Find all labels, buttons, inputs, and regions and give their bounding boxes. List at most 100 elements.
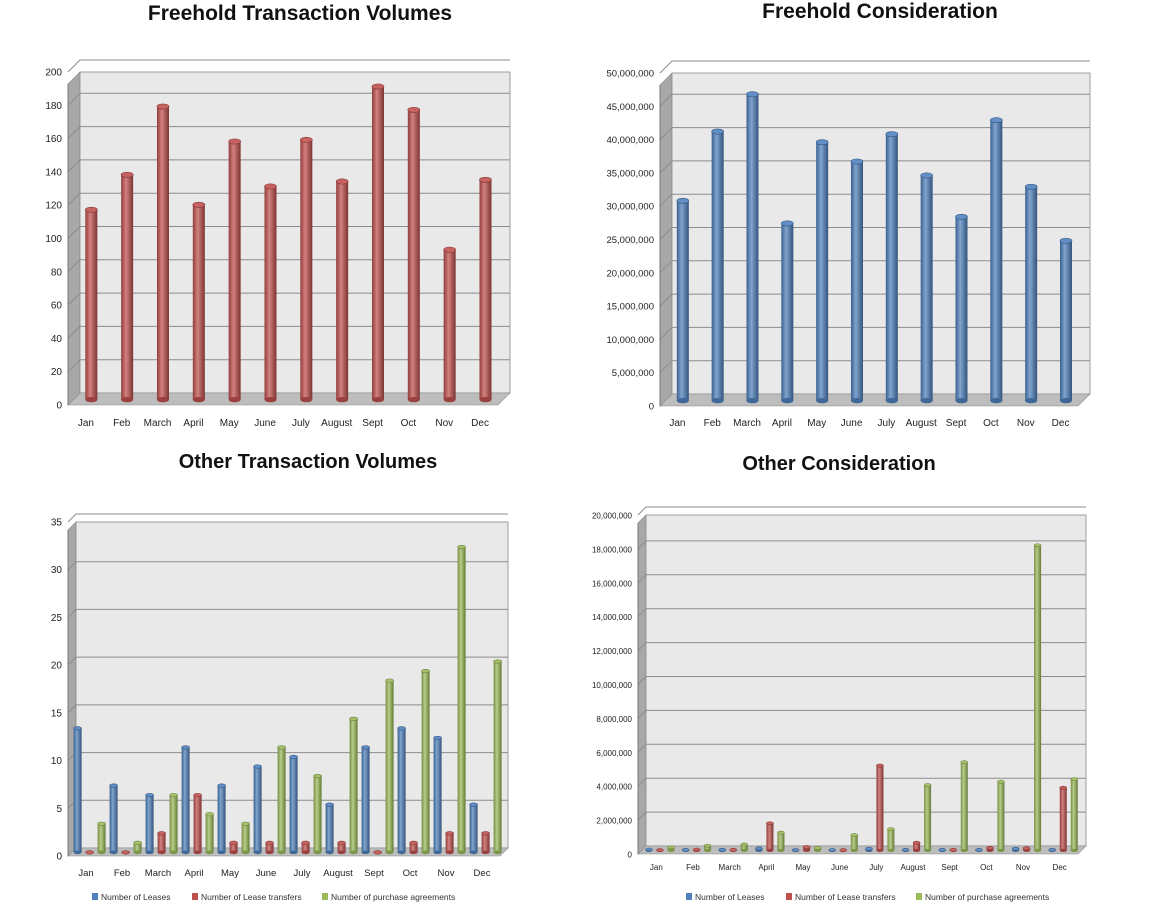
bar-body [228,141,241,400]
bar-body [766,823,774,851]
gridline [67,259,510,273]
bar [729,848,738,852]
bar-base [371,396,384,403]
bar-body [887,829,895,851]
bar-body [1070,779,1078,851]
bar-base [229,850,238,855]
bar-cap [349,716,358,721]
bar-body [192,204,205,400]
gridline [659,193,1090,207]
bar [169,793,178,855]
bar-body [746,94,759,401]
x-tick-label: Oct [401,418,417,429]
x-tick-label: Jan [669,418,685,429]
bar-cap [229,840,238,845]
x-tick-label: April [772,418,792,429]
bar-cap [1048,848,1057,852]
y-tick-label: 12,000,000 [592,647,633,656]
bar-cap [781,220,794,227]
legend-swatch [786,893,792,900]
bar-cap [755,846,763,851]
y-tick-label: 10,000,000 [592,681,633,690]
y-tick-label: 15 [51,708,63,719]
bar [667,845,675,852]
gridline [637,642,1086,651]
x-tick-label: Oct [983,418,999,429]
bar-body [913,842,921,851]
bar [264,183,277,403]
bar [469,802,478,855]
y-tick-label: 0 [56,401,62,412]
bar [229,840,238,855]
gridline [637,540,1086,550]
bar [1059,237,1073,404]
bar-body [241,823,250,853]
bar-body [850,161,863,401]
bar-cap [335,178,349,185]
bar-base [481,850,490,855]
gridline [67,513,508,523]
chart-title: Freehold Consideration [762,0,998,23]
bar [349,716,358,855]
bar-cap [766,821,774,826]
bar-body [457,547,466,853]
bar-base [740,848,748,852]
bar-base [781,397,794,404]
bar-base [253,850,262,855]
y-tick-label: 140 [45,167,62,178]
x-tick-label: Feb [114,868,130,879]
bar [1070,777,1079,852]
bar-base [704,848,712,852]
x-tick-label: Feb [704,418,722,429]
bar-cap [409,840,418,845]
bar [97,821,106,855]
bar-cap [228,138,241,145]
bar-cap [1059,237,1073,244]
bar [912,840,921,852]
bar [850,833,859,852]
x-tick-label: Dec [474,868,491,879]
bar-cap [300,136,313,143]
bar-cap [729,848,738,852]
bar-cap [156,103,170,110]
x-tick-label: Jan [78,418,94,429]
bar [145,793,154,855]
bar [692,847,701,852]
bar [1048,848,1057,852]
legend-item: Number of Lease transfers [192,892,302,902]
y-tick-label: 50,000,000 [606,69,654,80]
y-tick-label: 20,000,000 [592,512,633,521]
bar-body [924,785,932,851]
bar-body [481,833,490,853]
bar-body [217,785,226,853]
bar-body [289,756,298,853]
bar [443,246,456,403]
bar-body [156,106,169,400]
bar-body [121,174,134,400]
bar-base [990,397,1003,404]
bar-base [433,850,442,855]
bar [990,117,1003,404]
y-tick-label: 2,000,000 [596,817,632,826]
bar-cap [121,850,130,855]
legend-item: Number of purchase agreements [916,892,1049,902]
bar-base [192,396,205,403]
bar [73,726,82,855]
bar [755,846,763,852]
bar [385,678,394,855]
bar-cap [301,840,310,845]
bar-cap [325,802,334,807]
bar [192,201,206,403]
gridline [659,326,1090,340]
x-tick-label: August [323,868,353,879]
bar-cap [850,158,864,165]
bar-cap [645,847,653,852]
gridline [637,743,1086,753]
bar-base [676,397,689,404]
legend-item: Number of Leases [92,892,170,902]
bar-base [361,850,370,855]
bar-base [986,848,994,852]
bar-base [407,396,420,403]
bar-base [876,848,884,852]
bar [802,845,811,852]
